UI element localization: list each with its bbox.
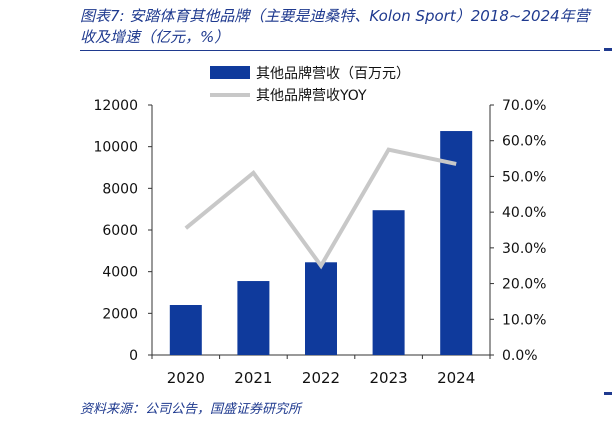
left-tick-label: 4000 [102,265,138,281]
bar [237,281,270,355]
edge-marker [604,392,612,395]
source-note: 资料来源：公司公告，国盛证券研究所 [80,402,302,417]
legend-label-bar: 其他品牌营收（百万元） [256,65,410,82]
left-tick-label: 6000 [102,223,138,239]
legend-label-line: 其他品牌营收YOY [256,87,367,104]
right-tick-label: 30.0% [502,241,546,257]
edge-marker [604,48,612,51]
x-tick-label: 2021 [234,369,272,387]
bar [305,262,337,355]
left-tick-label: 12000 [93,98,138,114]
figure-title: 图表7: 安踏体育其他品牌（主要是迪桑特、Kolon Sport）2018~20… [80,7,590,46]
right-tick-label: 60.0% [502,134,546,150]
x-tick-label: 2020 [167,369,205,387]
bar [169,305,202,355]
x-tick-label: 2024 [437,369,475,387]
right-tick-label: 50.0% [502,169,546,185]
x-tick-label: 2023 [370,369,408,387]
title-divider [80,50,600,51]
left-tick-label: 0 [129,348,138,364]
right-tick-label: 0.0% [502,348,538,364]
bar [372,210,405,355]
left-tick-label: 2000 [102,306,138,322]
right-tick-label: 10.0% [502,312,546,328]
right-tick-label: 40.0% [502,205,546,221]
left-tick-label: 10000 [93,140,138,156]
yoy-line [184,147,457,270]
left-tick-label: 8000 [102,181,138,197]
right-tick-label: 20.0% [502,277,546,293]
legend-swatch-bar [210,66,250,79]
bar [440,131,473,355]
x-tick-label: 2022 [302,369,340,387]
right-tick-label: 70.0% [502,98,546,114]
